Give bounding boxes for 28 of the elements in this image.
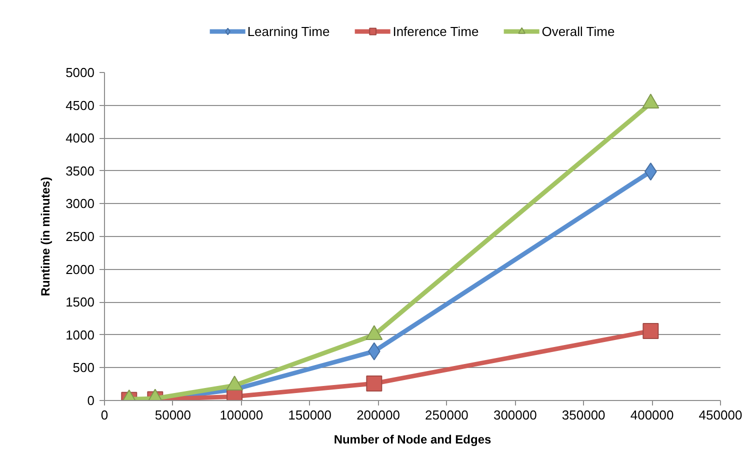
point [226,376,244,391]
y-tick-label: 2000 [66,262,94,277]
y-tick-label: 1500 [66,294,94,310]
y-tick-label: 2500 [66,229,94,244]
x-tick-label: 50000 [154,408,192,422]
x-tick-label: 200000 [356,408,400,422]
x-tick-label: 300000 [493,408,537,422]
y-axis-title: Runtime (in minutes) [38,176,53,296]
legend-label: Inference Time [392,24,479,38]
y-tick-label: 4500 [66,98,94,113]
legend-label: Overall Time [542,24,615,38]
y-tick-label: 500 [72,360,95,376]
x-tick-label: 250000 [425,408,468,422]
x-axis-title: Number of Node and Edges [334,432,492,446]
x-tick-label: 400000 [630,408,674,422]
y-tick-label: 3000 [66,196,94,212]
x-tick-label: 0 [100,408,108,422]
y-tick-label: 3500 [66,163,94,178]
x-tick-label: 100000 [220,408,264,422]
y-tick-label: 1000 [66,327,94,342]
y-tick-label: 5000 [66,65,94,80]
legend-label: Learning Time [247,24,330,38]
y-tick-label: 0 [87,393,95,408]
x-tick-label: 150000 [288,408,332,422]
point [366,325,383,340]
y-tick-label: 4000 [66,130,94,146]
x-tick-label: 350000 [562,408,606,422]
x-tick-label: 450000 [698,408,742,422]
